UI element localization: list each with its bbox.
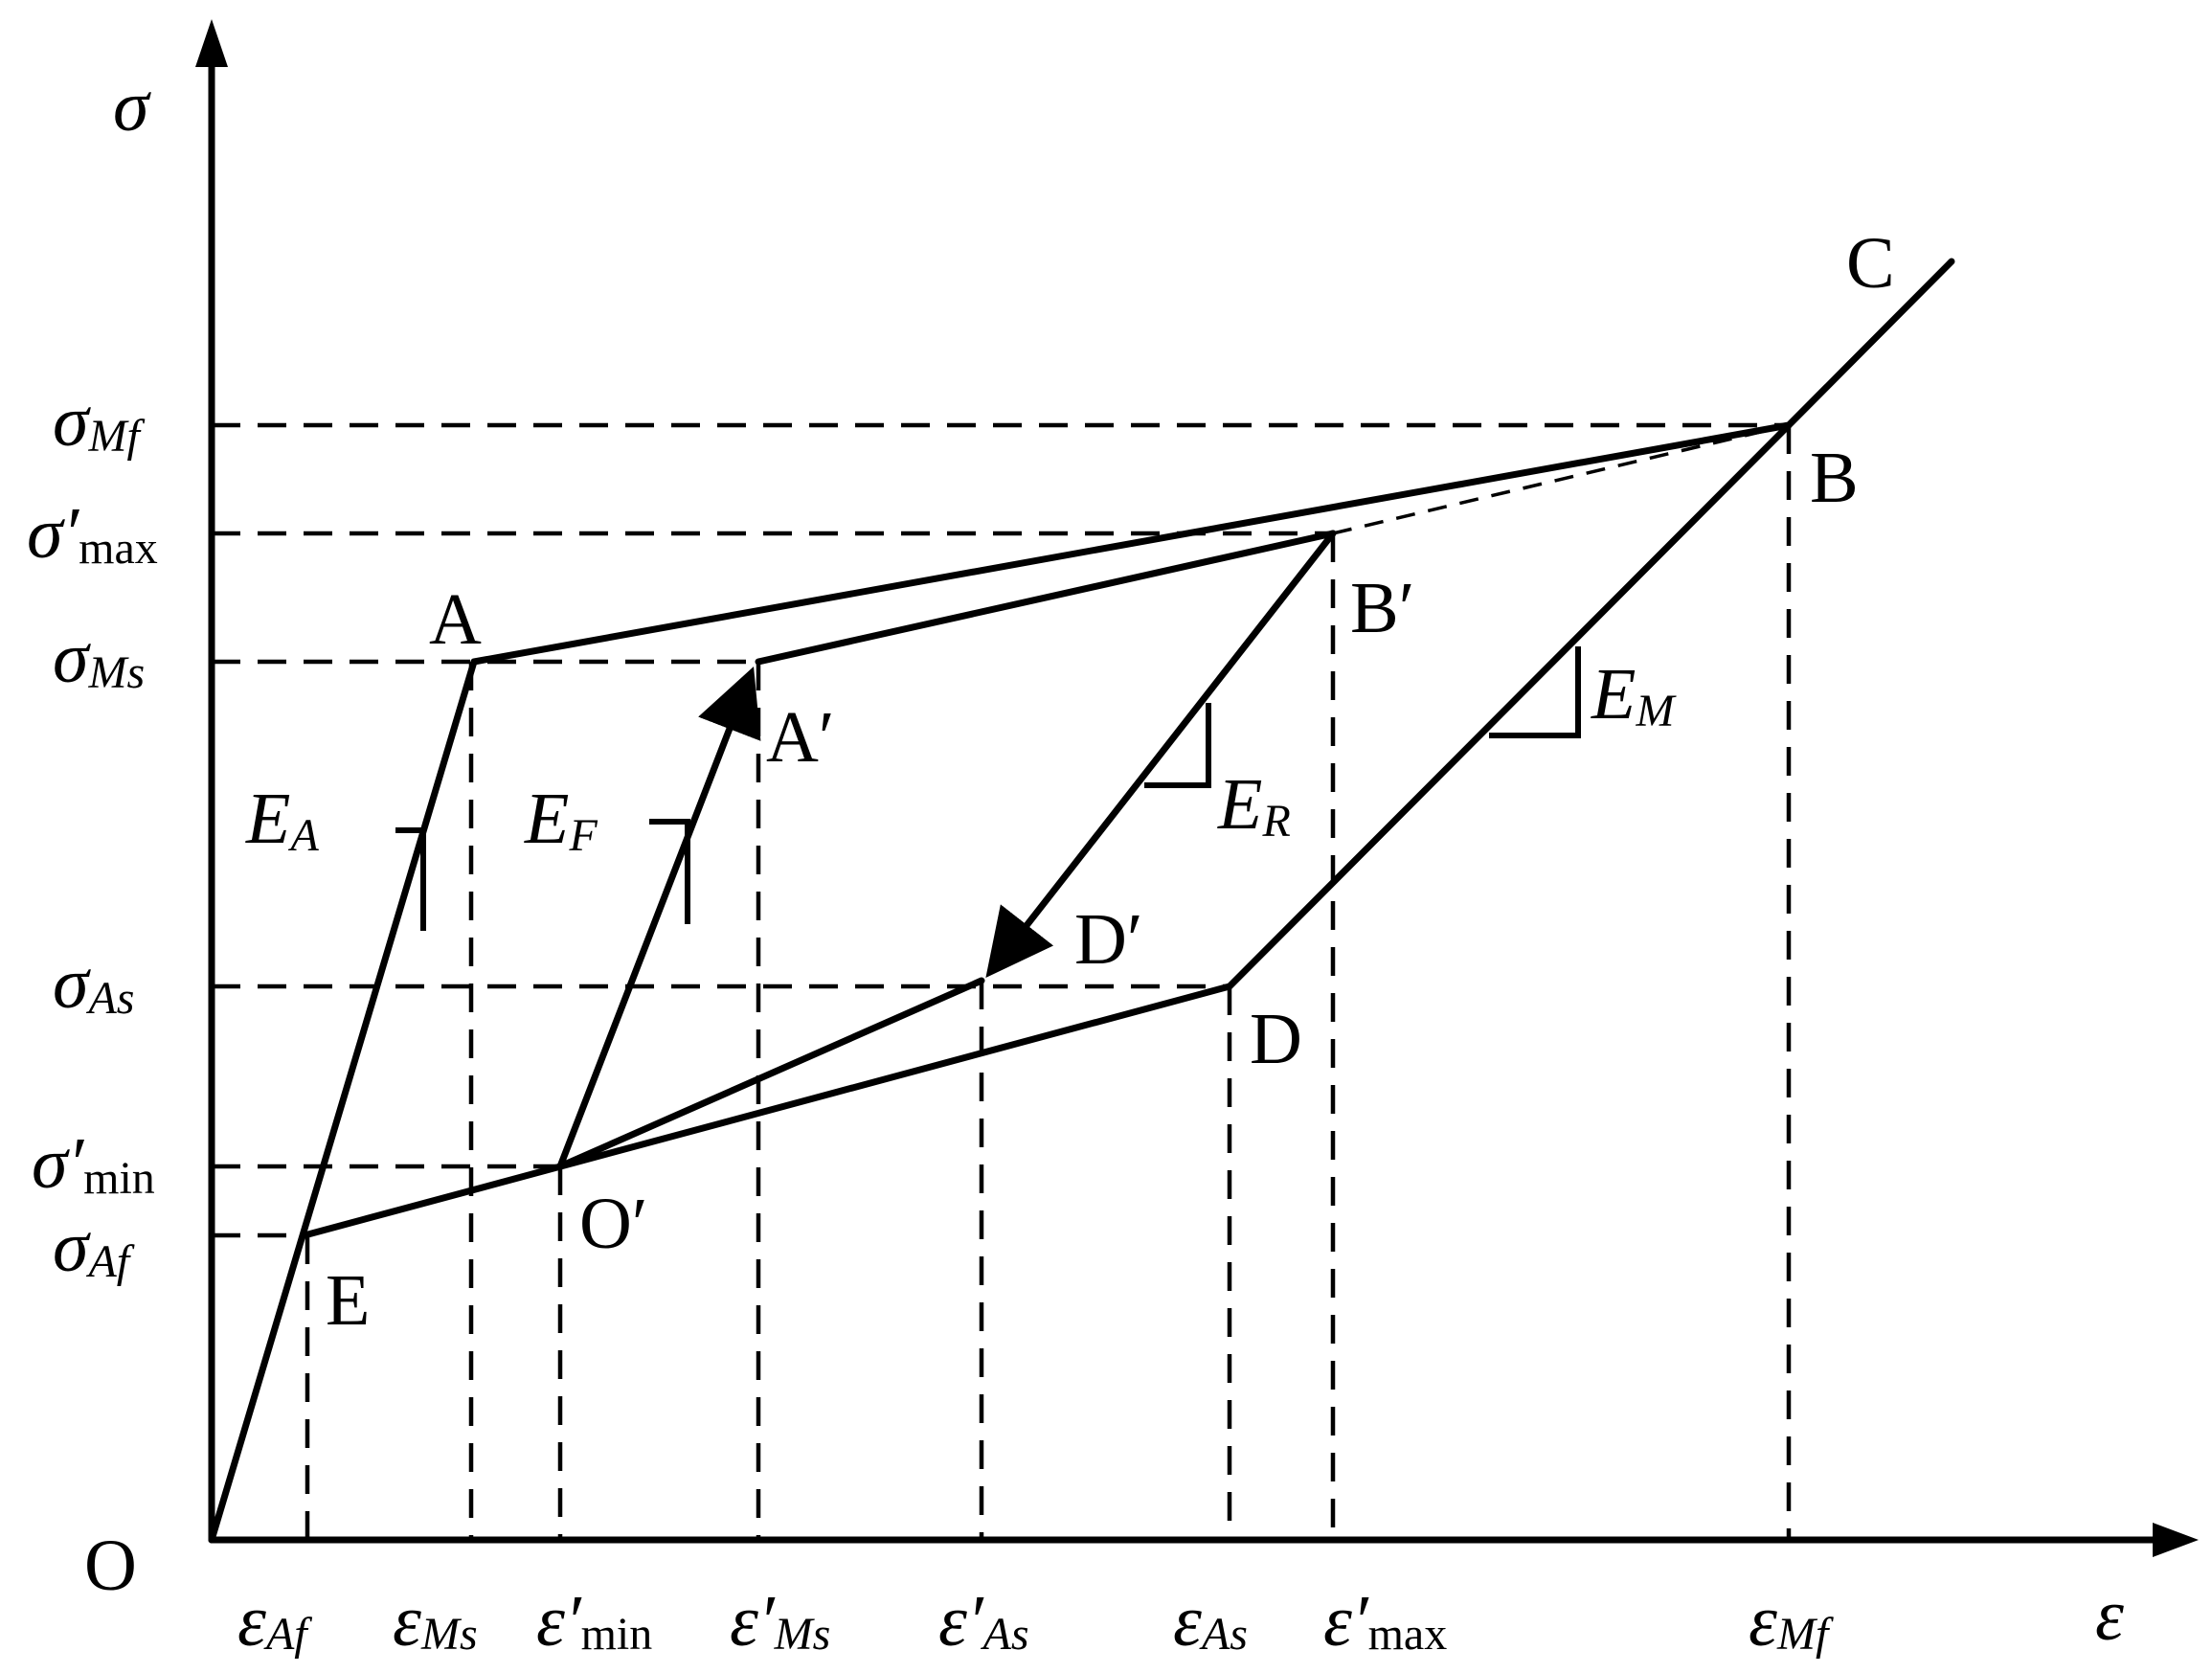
inner-loop <box>556 530 1337 1170</box>
tick-eps-as: εAs <box>1173 1581 1248 1662</box>
tick-eps-ms-prime: ε′Ms <box>730 1581 830 1662</box>
em-slope-triangle <box>1489 646 1581 738</box>
point-e-label: E <box>326 1260 370 1341</box>
strain-guides <box>305 425 1792 1540</box>
path-aprime-bprime <box>755 530 1337 666</box>
point-oprime-label: O′ <box>579 1184 648 1264</box>
ef-slope-triangle <box>649 819 690 924</box>
er-slope-triangle <box>1144 703 1211 788</box>
x-axis-label: ε <box>2095 1575 2124 1656</box>
loading-path-oabc <box>208 258 1955 1544</box>
tick-eps-ms: εMs <box>393 1581 478 1662</box>
origin-label: O <box>84 1526 137 1606</box>
tick-sigma-af: σAf <box>53 1207 135 1287</box>
path-bprime-dprime <box>985 530 1337 979</box>
point-dprime-label: D′ <box>1074 899 1143 980</box>
point-a-label: A <box>429 579 482 660</box>
point-bprime-label: B′ <box>1350 568 1414 648</box>
tick-eps-as-prime: ε′As <box>938 1581 1029 1662</box>
tick-eps-max: ε′max <box>1323 1581 1447 1662</box>
modulus-er-label: ER <box>1217 764 1291 847</box>
tick-sigma-max: σ′max <box>27 493 158 574</box>
point-aprime-label: A′ <box>766 697 835 778</box>
point-b-label: B <box>1810 438 1859 518</box>
bprime-b-dashed <box>1332 423 1790 535</box>
modulus-em-label: EM <box>1591 654 1677 736</box>
y-axis-arrow <box>195 19 228 67</box>
path-oprime-aprime <box>556 666 761 1170</box>
tick-eps-min: ε′min <box>536 1581 652 1662</box>
unloading-path-bde <box>301 421 1793 1239</box>
y-axis-label: σ <box>113 66 151 147</box>
tick-sigma-mf: σMf <box>53 381 145 462</box>
tick-eps-af: εAf <box>237 1581 312 1662</box>
tick-sigma-ms: σMs <box>53 618 145 698</box>
modulus-ea-label: EA <box>245 779 319 861</box>
x-axis-arrow <box>2153 1523 2199 1557</box>
point-c-label: C <box>1846 223 1895 304</box>
slope-triangles <box>395 646 1581 931</box>
axes <box>195 19 2199 1557</box>
tick-sigma-as: σAs <box>53 943 134 1024</box>
modulus-ef-label: EF <box>524 779 598 861</box>
ea-slope-triangle <box>395 827 426 931</box>
stress-guides <box>212 422 1786 1238</box>
tick-eps-mf: εMf <box>1749 1581 1834 1662</box>
main-loop <box>208 258 1955 1544</box>
tick-sigma-min: σ′min <box>32 1123 155 1204</box>
point-d-label: D <box>1250 999 1302 1079</box>
path-dprime-oprime <box>556 977 985 1170</box>
